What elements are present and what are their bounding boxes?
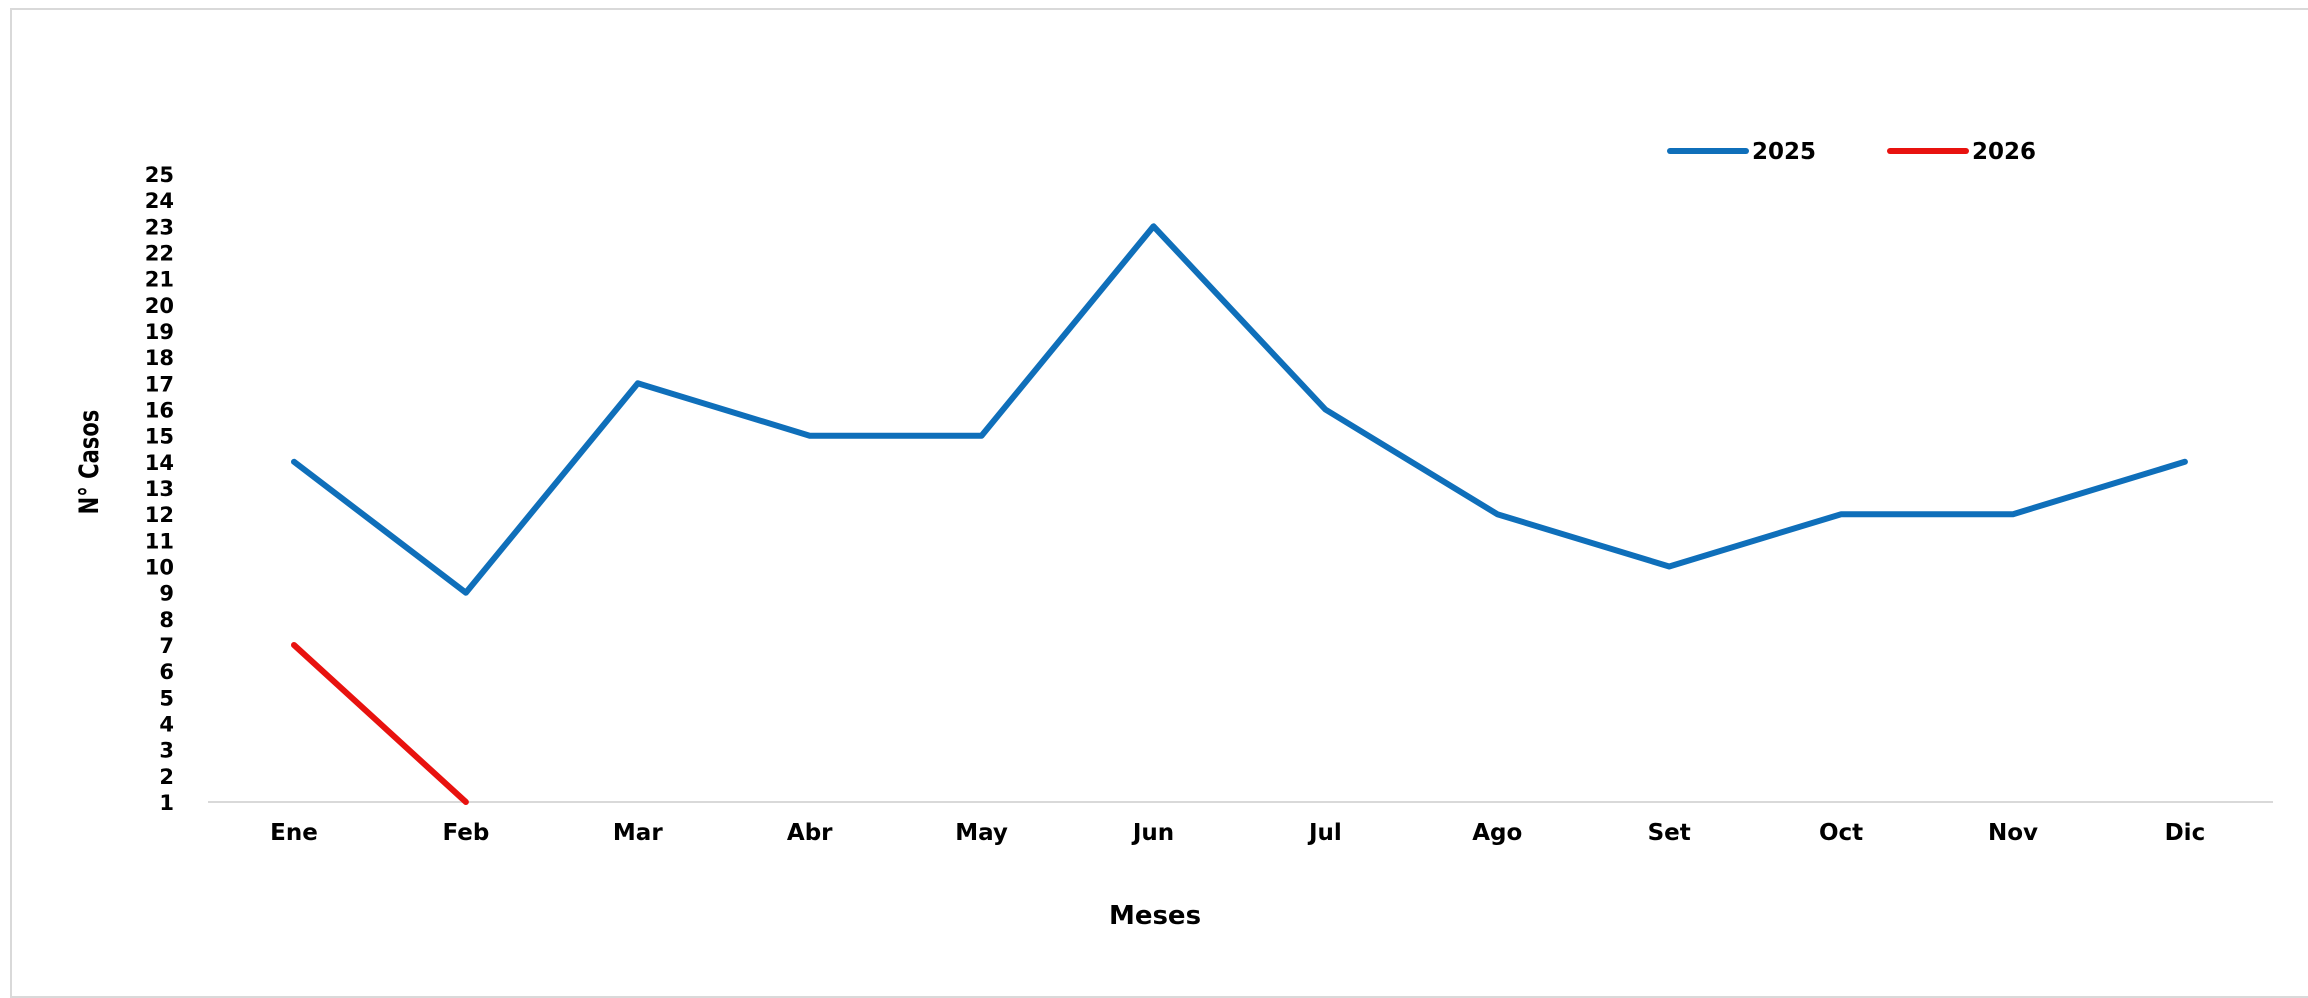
x-tick-label: Ene	[270, 820, 318, 846]
y-tick-label: 3	[159, 739, 174, 763]
x-tick-label: Set	[1648, 820, 1691, 846]
y-tick-label: 21	[145, 268, 174, 292]
x-tick-label: Nov	[1988, 820, 2038, 846]
y-tick-label: 13	[145, 477, 174, 501]
legend-label-2025: 2025	[1752, 139, 1816, 165]
y-tick-label: 25	[145, 163, 174, 187]
y-tick-label: 2	[159, 765, 174, 789]
y-tick-label: 22	[145, 242, 174, 266]
y-tick-label: 15	[145, 425, 174, 449]
x-axis-categories: Ene Feb Mar Abr May Jun Jul Ago Set Oct Nov Dic	[270, 820, 2205, 846]
x-tick-label: Jun	[1131, 820, 1174, 846]
x-tick-label: Dic	[2165, 820, 2206, 846]
series-lines	[291, 223, 2188, 805]
y-tick-label: 17	[145, 372, 174, 396]
x-tick-label: May	[955, 820, 1008, 846]
series-line-2026	[291, 642, 469, 805]
y-tick-label: 20	[145, 294, 174, 318]
x-tick-label: Oct	[1819, 820, 1863, 846]
y-tick-label: 18	[145, 346, 174, 370]
y-axis-title: N° Casos	[73, 410, 104, 515]
y-tick-label: 19	[145, 320, 174, 344]
y-tick-label: 5	[159, 686, 174, 710]
y-tick-label: 12	[145, 503, 174, 527]
x-tick-label: Feb	[442, 820, 489, 846]
y-tick-label: 24	[145, 189, 174, 213]
y-tick-label: 1	[159, 791, 174, 815]
y-tick-label: 9	[159, 582, 174, 606]
y-tick-label: 4	[159, 713, 174, 737]
y-axis-ticks: 1234567891011121314151617181920212223242…	[145, 163, 174, 815]
y-tick-label: 14	[145, 451, 174, 475]
x-tick-label: Abr	[787, 820, 833, 846]
x-tick-label: Jul	[1307, 820, 1342, 846]
y-tick-label: 10	[145, 556, 174, 580]
y-tick-label: 23	[145, 215, 174, 239]
y-tick-label: 7	[159, 634, 174, 658]
y-tick-label: 6	[159, 660, 174, 684]
y-tick-label: 16	[145, 399, 174, 423]
y-tick-label: 11	[145, 529, 174, 553]
y-tick-label: 8	[159, 608, 174, 632]
x-tick-label: Mar	[613, 820, 663, 846]
x-tick-label: Ago	[1472, 820, 1522, 846]
legend: 2025 2026	[1667, 139, 2036, 165]
legend-label-2026: 2026	[1972, 139, 2036, 165]
x-axis-title: Meses	[1109, 901, 1201, 931]
series-line-2025	[291, 223, 2188, 596]
